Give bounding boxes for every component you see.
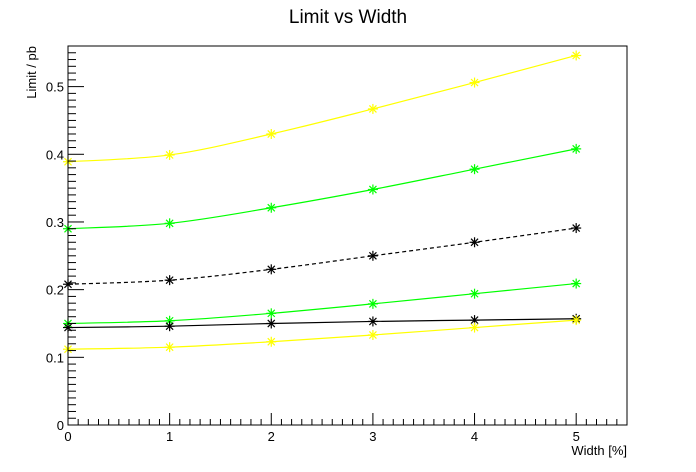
- data-point: [266, 318, 277, 329]
- data-point: [164, 321, 175, 332]
- data-point: [266, 336, 277, 347]
- series-line: [67, 227, 577, 285]
- x-tick-label: 2: [268, 429, 275, 444]
- data-point: [571, 50, 582, 61]
- data-point: [164, 218, 175, 229]
- data-point: [367, 316, 378, 327]
- data-point: [571, 143, 582, 154]
- data-point: [469, 77, 480, 88]
- data-point: [367, 329, 378, 340]
- data-point: [469, 164, 480, 175]
- data-point: [469, 322, 480, 333]
- y-tick-label: 0.4: [46, 147, 64, 162]
- data-point: [266, 308, 277, 319]
- series-line: [67, 319, 577, 350]
- data-point: [164, 149, 175, 160]
- data-point: [469, 288, 480, 299]
- data-point: [367, 298, 378, 309]
- y-tick-label: 0.3: [46, 215, 64, 230]
- data-point: [469, 237, 480, 248]
- axes: 0 1 2 3 4 5 0 0.1 0.2 0.3 0.4 0.5: [46, 45, 628, 444]
- x-tick-label: 3: [369, 429, 376, 444]
- data-point: [571, 315, 582, 326]
- data-point: [571, 223, 582, 234]
- y-tick-label: 0.2: [46, 283, 64, 298]
- series-line: [67, 148, 577, 230]
- plot-area: [63, 50, 582, 355]
- data-point: [164, 342, 175, 353]
- data-point: [266, 264, 277, 275]
- series-line: [67, 318, 577, 329]
- chart-title: Limit vs Width: [289, 7, 407, 28]
- series-line: [67, 282, 577, 325]
- data-point: [367, 250, 378, 261]
- x-tick-label: 4: [471, 429, 478, 444]
- data-point: [571, 278, 582, 289]
- data-point: [266, 128, 277, 139]
- data-point: [367, 103, 378, 114]
- series-line: [67, 54, 577, 163]
- y-tick-label: 0.1: [46, 350, 64, 365]
- x-tick-label: 5: [573, 429, 580, 444]
- x-tick-label: 1: [166, 429, 173, 444]
- y-tick-label: 0.5: [46, 80, 64, 95]
- data-point: [164, 275, 175, 286]
- x-tick-label: 0: [64, 429, 71, 444]
- x-axis-label: Width [%]: [571, 443, 627, 458]
- y-tick-label: 0: [57, 418, 64, 433]
- y-axis-label: Limit / pb: [24, 46, 39, 99]
- data-point: [367, 184, 378, 195]
- data-point: [266, 202, 277, 213]
